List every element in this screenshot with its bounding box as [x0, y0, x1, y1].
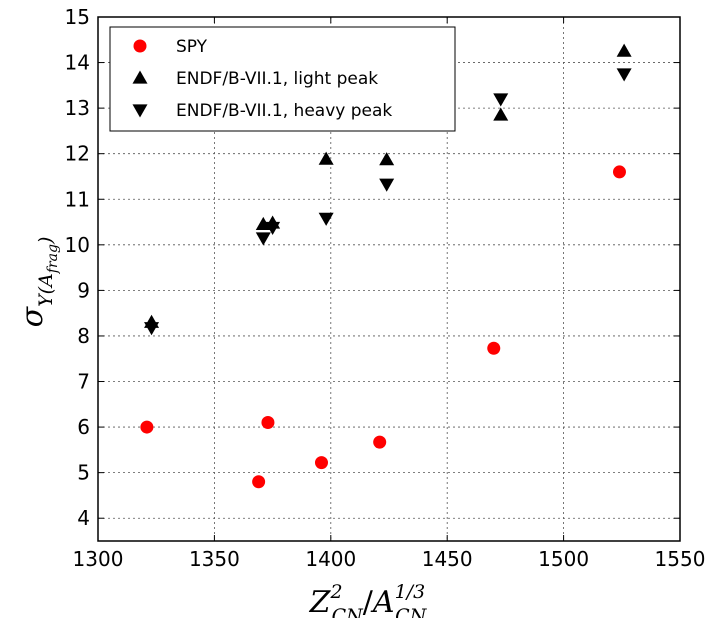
data-point: [373, 435, 387, 449]
y-tick-label: 4: [77, 506, 90, 530]
y-tick-label: 12: [65, 142, 90, 166]
data-point: [616, 68, 632, 82]
data-point: [379, 178, 395, 192]
legend-label: SPY: [176, 37, 208, 57]
y-tick-label: 5: [77, 461, 90, 485]
y-tick-label: 7: [77, 370, 90, 394]
data-point: [318, 151, 334, 165]
data-point: [318, 212, 334, 226]
legend-marker: [132, 70, 148, 84]
legend-label: ENDF/B-VII.1, heavy peak: [176, 101, 392, 121]
data-point: [487, 341, 501, 355]
series-0: [140, 165, 626, 489]
legend-label: ENDF/B-VII.1, light peak: [176, 69, 378, 89]
data-point: [265, 221, 281, 236]
data-point: [616, 43, 632, 57]
data-point: [379, 152, 395, 166]
tick-labels: 1300 1350 1400 1450 1500 1550 4 5 6 7 8 9 10 11 12 13 14…: [65, 5, 706, 571]
y-tick-label: 13: [65, 96, 90, 120]
y-tick-label: 15: [65, 5, 90, 29]
x-tick-label: 1500: [538, 547, 589, 571]
y-tick-label: 11: [65, 187, 90, 211]
data-point: [140, 420, 154, 434]
y-tick-label: 14: [65, 51, 90, 75]
data-point: [255, 232, 271, 246]
series-2: [144, 68, 632, 336]
data-point: [261, 416, 275, 430]
y-tick-label: 8: [77, 324, 90, 348]
data-point: [493, 93, 509, 107]
legend: SPY ENDF/B-VII.1, light peak ENDF/B-VII.1,…: [109, 26, 456, 132]
data-point: [493, 107, 509, 121]
x-tick-label: 1300: [73, 547, 124, 571]
y-axis-label: σY(Afrag): [15, 237, 61, 328]
x-axis-label: Z2 CN/A1/3 CN: [309, 581, 428, 618]
x-tick-label: 1400: [305, 547, 356, 571]
y-tick-label: 6: [77, 415, 90, 439]
data-point: [314, 456, 328, 470]
legend-marker: [132, 104, 148, 118]
legend-box: [109, 26, 456, 132]
legend-marker: [133, 39, 147, 53]
y-tick-label: 10: [65, 233, 90, 257]
plot-frame: [97, 16, 681, 542]
x-tick-label: 1550: [655, 547, 706, 571]
data-point: [144, 322, 160, 336]
data-points: [140, 43, 632, 489]
x-tick-label: 1350: [189, 547, 240, 571]
y-tick-label: 9: [77, 278, 90, 302]
x-tick-label: 1450: [422, 547, 473, 571]
data-point: [612, 165, 626, 179]
data-point: [252, 475, 266, 489]
